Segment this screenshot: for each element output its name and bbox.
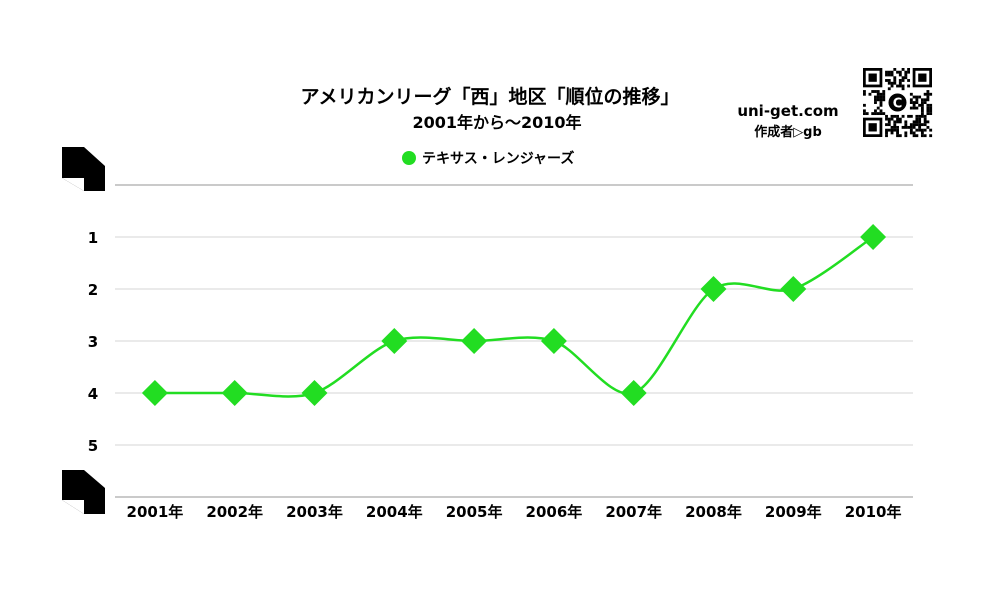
y-tick-label: 1 xyxy=(88,229,98,247)
series-line xyxy=(154,235,874,398)
legend-label: テキサス・レンジャーズ xyxy=(422,150,574,167)
y-tick-label: 3 xyxy=(88,333,98,351)
x-tick-label: 2001年 xyxy=(127,503,184,521)
brand-author: 作成者▷gb xyxy=(754,124,822,140)
x-tick-label: 2005年 xyxy=(446,503,503,521)
axis-break-bottom-icon xyxy=(62,470,105,514)
x-tick-label: 2004年 xyxy=(366,503,423,521)
x-tick-label: 2010年 xyxy=(845,503,902,521)
y-tick-label: 5 xyxy=(88,437,98,455)
data-point xyxy=(221,380,248,406)
x-tick-label: 2002年 xyxy=(206,503,263,521)
y-axis-ticks: 1 2 3 4 5 xyxy=(88,229,98,455)
qr-code-icon: C xyxy=(863,68,933,138)
x-axis-ticks: 2001年 2002年 2003年 2004年 2005年 2006年 2007年 2008年… xyxy=(127,503,902,521)
x-tick-label: 2003年 xyxy=(286,503,343,521)
qr-logo-letter: C xyxy=(893,97,903,112)
x-tick-label: 2008年 xyxy=(685,503,742,521)
brand-site: uni-get.com xyxy=(737,102,838,120)
chart-title: アメリカンリーグ「西」地区「順位の推移」 xyxy=(300,85,679,108)
data-point xyxy=(141,380,168,406)
branding: uni-get.com 作成者▷gb C xyxy=(737,68,933,140)
data-point xyxy=(461,328,488,354)
data-point xyxy=(860,224,887,250)
data-point xyxy=(700,276,727,302)
data-point xyxy=(780,276,807,302)
data-point xyxy=(381,328,408,354)
chart-subtitle: 2001年から～2010年 xyxy=(412,113,581,132)
legend-marker xyxy=(402,151,416,165)
legend: テキサス・レンジャーズ xyxy=(402,150,574,167)
x-tick-label: 2006年 xyxy=(526,503,583,521)
data-point xyxy=(620,380,647,406)
series-layer xyxy=(141,224,887,406)
gridlines xyxy=(115,184,913,498)
data-point xyxy=(301,380,328,406)
x-tick-label: 2009年 xyxy=(765,503,822,521)
axis-break-top-icon xyxy=(62,147,105,191)
y-tick-label: 2 xyxy=(88,281,98,299)
y-tick-label: 4 xyxy=(88,385,98,403)
data-point xyxy=(540,328,567,354)
x-tick-label: 2007年 xyxy=(605,503,662,521)
